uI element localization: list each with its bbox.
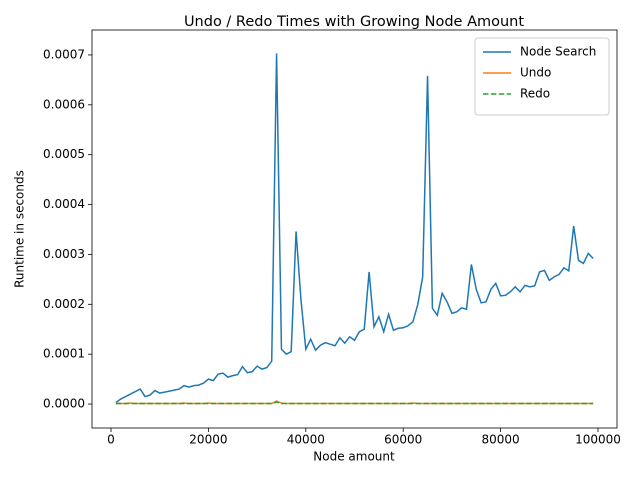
y-tick-label: 0.0004 xyxy=(43,197,85,211)
x-tick-label: 0 xyxy=(107,433,115,447)
x-axis-label: Node amount xyxy=(313,450,395,464)
y-tick-label: 0.0000 xyxy=(43,397,85,411)
y-tick-label: 0.0003 xyxy=(43,247,85,261)
legend-box xyxy=(474,37,610,116)
legend-label: Undo xyxy=(520,66,551,80)
series-line xyxy=(115,401,594,405)
legend-label: Redo xyxy=(520,87,550,101)
y-tick-label: 0.0007 xyxy=(43,47,85,61)
y-axis-label: Runtime in seconds xyxy=(13,170,27,288)
x-tick-label: 20000 xyxy=(189,433,227,447)
y-tick-label: 0.0006 xyxy=(43,97,85,111)
y-tick-label: 0.0002 xyxy=(43,297,85,311)
x-tick-label: 40000 xyxy=(287,433,325,447)
x-tick-label: 100000 xyxy=(575,433,621,447)
legend-label: Node Search xyxy=(520,45,596,59)
chart-title: Undo / Redo Times with Growing Node Amou… xyxy=(184,14,524,30)
x-tick-label: 80000 xyxy=(482,433,520,447)
y-tick-label: 0.0001 xyxy=(43,347,85,361)
x-tick-label: 60000 xyxy=(384,433,422,447)
series-line xyxy=(115,53,594,404)
y-tick-label: 0.0005 xyxy=(43,147,85,161)
axes-frame xyxy=(91,29,618,429)
